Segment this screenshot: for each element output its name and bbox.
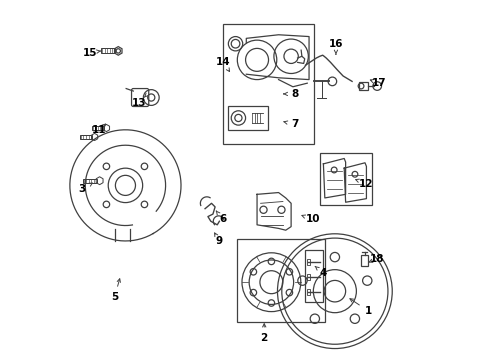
Bar [306,258,309,265]
Bar [360,255,367,266]
Text: 4: 4 [319,268,326,278]
Bar [237,239,325,321]
Bar [223,24,314,144]
Text: 8: 8 [290,89,298,99]
Text: 17: 17 [371,78,386,88]
Text: 16: 16 [328,39,343,49]
Text: 1: 1 [364,306,371,316]
Text: 15: 15 [82,48,97,58]
Bar [92,126,103,130]
Text: 18: 18 [369,254,384,264]
Bar [319,153,371,205]
Text: 2: 2 [260,333,267,343]
Bar [359,82,367,90]
Bar [306,289,309,295]
Text: 7: 7 [290,120,298,129]
Bar [305,250,322,302]
Bar [306,274,309,280]
Bar [101,48,115,53]
Bar [228,107,267,130]
Text: 10: 10 [305,215,319,224]
Text: 9: 9 [215,236,223,246]
Text: 13: 13 [131,98,145,108]
Text: 6: 6 [219,215,226,224]
Text: 12: 12 [359,179,373,189]
Bar [80,135,92,139]
Text: 14: 14 [215,57,230,67]
Text: 11: 11 [92,125,106,135]
Bar [83,179,97,183]
Text: 5: 5 [111,292,118,302]
Text: 3: 3 [79,184,86,194]
